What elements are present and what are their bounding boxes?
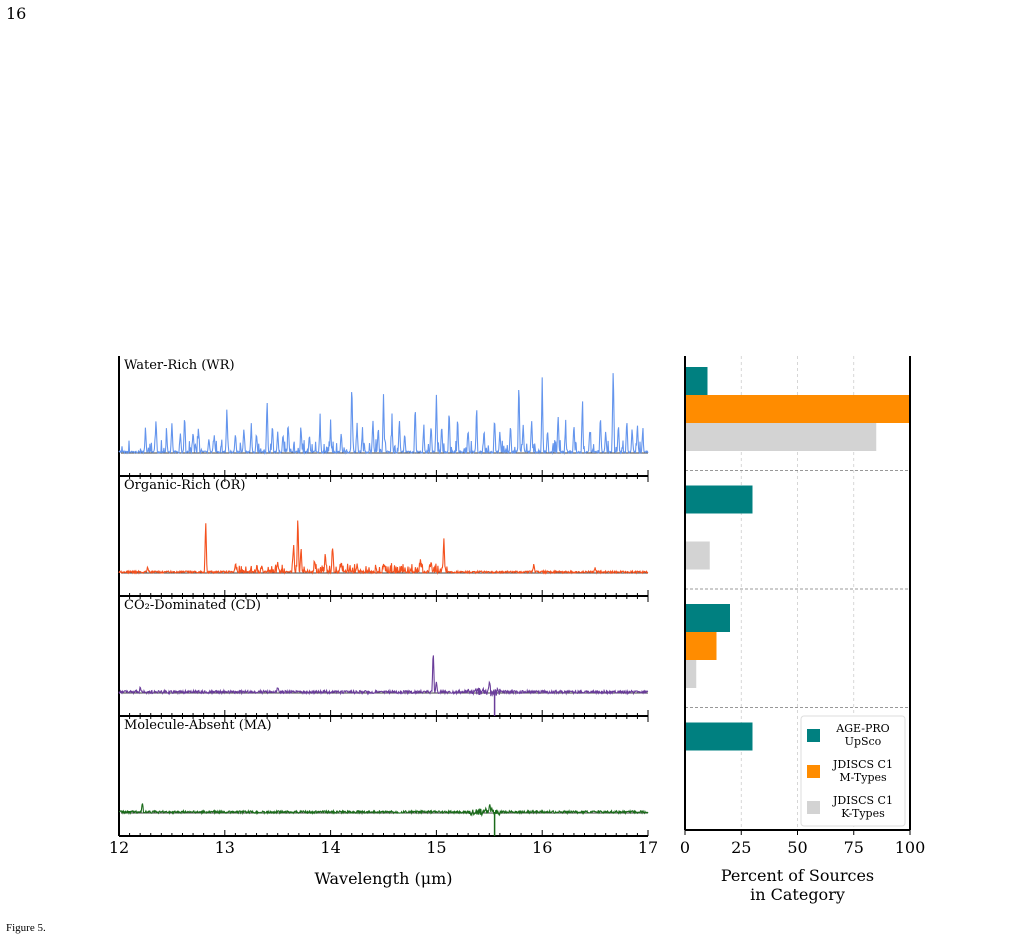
spectrum-line [119, 803, 649, 818]
x-tick-label: 0 [680, 838, 690, 857]
panel-label: Organic-Rich (OR) [124, 478, 245, 493]
bar [685, 367, 708, 395]
spectrum-line [118, 373, 649, 456]
x-axis-label: Wavelength (μm) [314, 869, 452, 888]
x-axis-label: Percent of Sources [721, 866, 874, 885]
legend-label: JDISCS C1 [832, 758, 893, 771]
x-tick-label: 15 [426, 838, 446, 857]
legend-label: JDISCS C1 [832, 794, 893, 807]
spectrum-panel: Water-Rich (WR) [118, 356, 649, 477]
panel-label: Molecule-Absent (MA) [124, 718, 272, 733]
legend-swatch [807, 801, 820, 814]
spectrum-panel: Molecule-Absent (MA) [118, 716, 649, 837]
x-tick-label: 14 [320, 838, 340, 857]
spectra-panels: Water-Rich (WR) Organic-Rich (OR) CO₂-Domi… [109, 356, 658, 888]
legend-label: UpSco [845, 735, 882, 748]
x-axis-label: in Category [750, 885, 845, 904]
x-tick-label: 50 [787, 838, 807, 857]
panel-label: Water-Rich (WR) [124, 358, 235, 373]
legend-swatch [807, 729, 820, 742]
x-tick-label: 75 [844, 838, 864, 857]
x-tick-label: 17 [638, 838, 658, 857]
spectrum-panel: CO₂-Dominated (CD) [118, 596, 649, 717]
x-tick-label: 25 [731, 838, 751, 857]
bar [685, 632, 717, 660]
spectrum-line [118, 520, 649, 575]
panel-label: CO₂-Dominated (CD) [124, 598, 261, 613]
x-tick-label: 12 [109, 838, 129, 857]
figure-caption: Figure 5. [6, 922, 46, 934]
page-number: 16 [6, 4, 27, 23]
legend-label: AGE-PRO [835, 722, 889, 735]
bar [685, 541, 710, 570]
bar [685, 423, 877, 451]
x-tick-label: 13 [215, 838, 235, 857]
legend-label: K-Types [841, 807, 885, 820]
legend-label: M-Types [839, 771, 887, 784]
legend-swatch [807, 765, 820, 778]
spectrum-line [118, 655, 649, 697]
spectrum-panel: Organic-Rich (OR) [118, 476, 649, 597]
bar [685, 485, 753, 514]
legend-box [800, 715, 906, 827]
bar [685, 660, 697, 688]
bar [685, 604, 730, 632]
x-tick-label: 16 [532, 838, 552, 857]
bar [685, 395, 910, 423]
bar [685, 722, 753, 751]
x-tick-label: 100 [895, 838, 926, 857]
